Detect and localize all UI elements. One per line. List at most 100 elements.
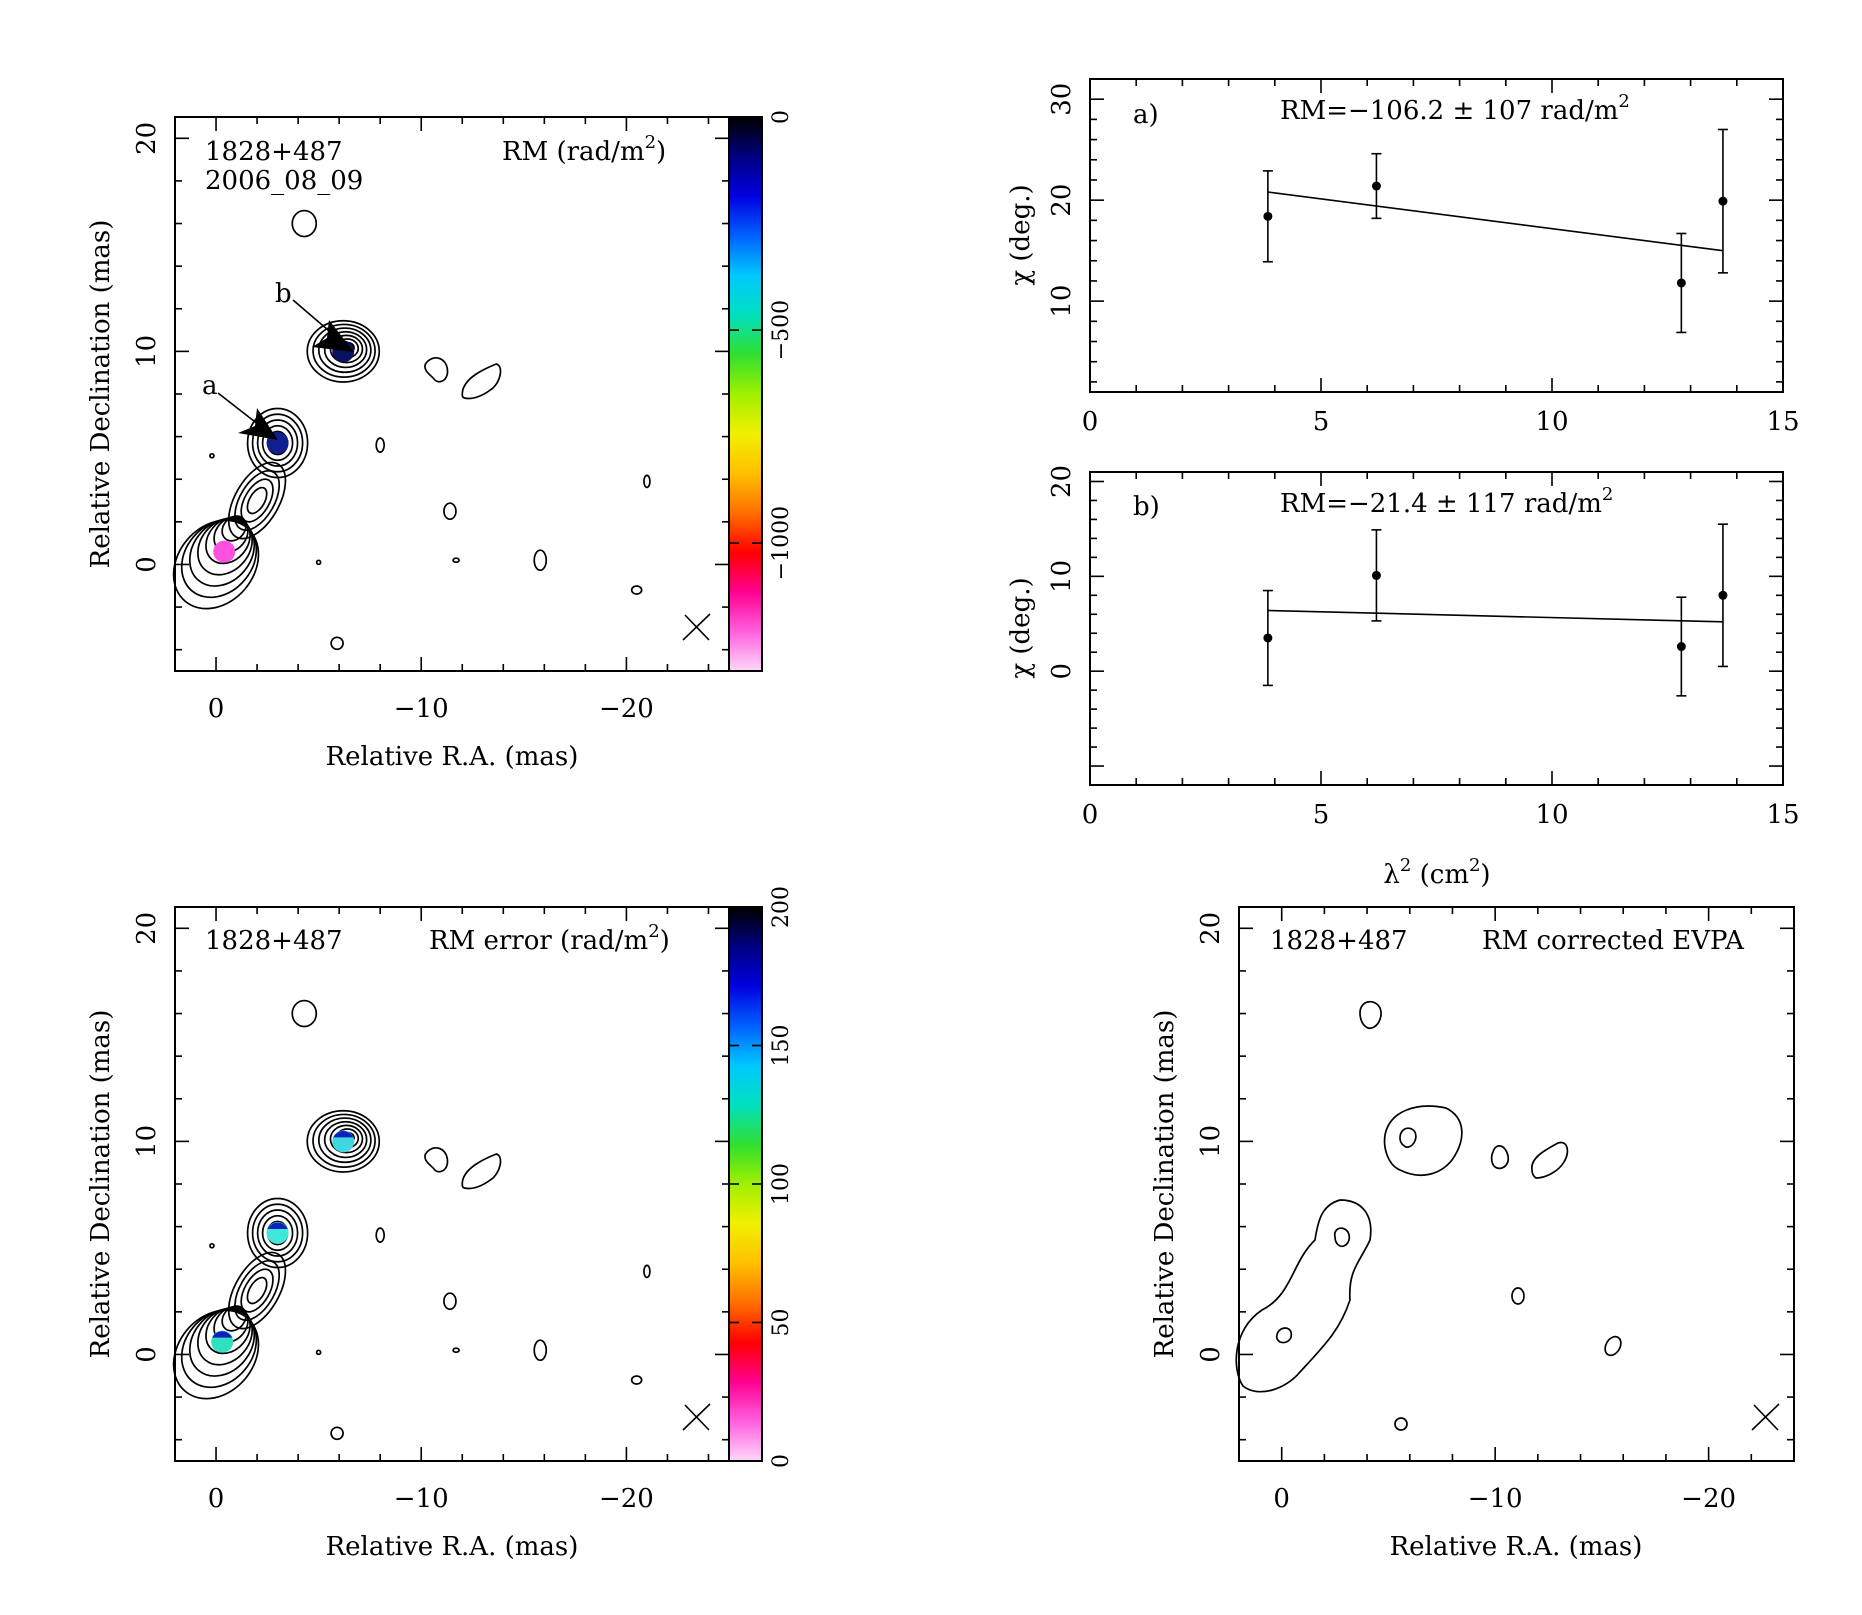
rm-colorbar-ticks: 0 −500 −1000 <box>729 110 794 580</box>
rm-error-map-quantity: RM error (rad/m2) <box>429 921 670 956</box>
component-a-contour <box>251 413 304 473</box>
component-b-contour <box>329 1124 364 1154</box>
colorbar-tick-label: −1000 <box>769 506 794 580</box>
east-contour-2 <box>461 1153 502 1190</box>
evpa-outer-contour-b <box>1383 1105 1463 1177</box>
fit-b-panel-label: b) <box>1133 492 1160 522</box>
small-contour <box>533 1339 548 1362</box>
x-tick-label: −10 <box>1468 1484 1523 1514</box>
colorbar-tick-label: 0 <box>769 110 794 124</box>
colorbar-tick-label: 0 <box>769 1454 794 1468</box>
x-tick-label: −10 <box>394 694 449 724</box>
y-tick-label: 0 <box>132 1346 162 1363</box>
component-a-label: a <box>202 371 218 401</box>
y-tick-label: 10 <box>1047 285 1077 318</box>
y-tick-label: 10 <box>1047 560 1077 593</box>
colorbar-tick-label: 50 <box>769 1309 794 1337</box>
component-b-contour <box>323 330 368 369</box>
component-b-contour <box>318 327 372 374</box>
fit-line <box>1267 191 1724 252</box>
fit-b-xlabel: λ2 (cm2) <box>1383 855 1490 890</box>
small-contour <box>291 209 318 238</box>
x-tick-label: 0 <box>1082 800 1099 830</box>
x-tick-label: −20 <box>1681 1484 1736 1514</box>
evpa-map-ticks: 0 −10 −20 0 10 20 <box>1196 907 1795 1514</box>
rm-error-map-ylabel: Relative Declination (mas) <box>86 1010 116 1359</box>
data-point <box>1718 590 1728 600</box>
rm-map-ticks: 0 −10 −20 0 10 20 <box>132 117 729 724</box>
y-tick-label: 20 <box>1196 912 1226 945</box>
x-tick-label: 0 <box>1273 1484 1290 1514</box>
evpa-inner-contour-a <box>1333 1227 1351 1248</box>
polarized-intensity-contours <box>1235 1000 1622 1431</box>
small-contour <box>330 1426 344 1441</box>
y-tick-label: 0 <box>1047 663 1077 680</box>
fit-a-rm-annotation: RM=−106.2 ± 107 rad/m2 <box>1280 91 1630 126</box>
jet-contour <box>227 461 287 540</box>
small-contour <box>291 999 318 1028</box>
rm-error-blob-edge <box>267 1222 288 1230</box>
x-tick-label: 10 <box>1535 800 1568 830</box>
small-contour <box>533 549 548 572</box>
colorbar-tick-label: −500 <box>769 300 794 360</box>
y-tick-label: 10 <box>1196 1125 1226 1158</box>
component-b-contour <box>306 1109 381 1173</box>
evpa-contour-north <box>1359 1000 1382 1029</box>
x-tick-label: 15 <box>1766 407 1799 437</box>
x-tick-label: −20 <box>599 1484 654 1514</box>
component-a-contour <box>246 407 309 479</box>
jet-contour <box>246 1276 268 1305</box>
y-tick-label: 20 <box>1047 465 1077 498</box>
rm-colorbar-frame <box>728 116 763 672</box>
data-point <box>1371 181 1381 191</box>
component-a-contour <box>256 419 299 467</box>
east-contour-1 <box>424 357 449 383</box>
total-intensity-contours <box>172 999 651 1441</box>
component-b-label: b <box>275 279 292 309</box>
rm-map-panel: 0 −10 −20 0 10 20 1828+487 2006_08_09 RM (rad… <box>86 110 794 772</box>
y-tick-label: 10 <box>132 1125 162 1158</box>
fit-b-frame <box>1089 471 1784 786</box>
y-tick-label: 0 <box>132 556 162 573</box>
evpa-contour-small3 <box>1394 1417 1408 1431</box>
rm-error-blob-edge <box>212 1331 233 1338</box>
y-tick-label: 0 <box>1196 1346 1226 1363</box>
east-contour-1 <box>424 1147 449 1173</box>
fit-b-ticks: 0 5 10 15 0 10 20 <box>1047 465 1800 830</box>
component-a-contour <box>261 1214 294 1252</box>
small-contour <box>630 585 643 595</box>
colorbar-tick-label: 200 <box>769 886 794 928</box>
rm-error-map-frame <box>174 906 730 1462</box>
fit-a-ylabel: χ (deg.) <box>1006 184 1036 285</box>
small-contour <box>315 1349 322 1356</box>
rm-map-xlabel: Relative R.A. (mas) <box>326 742 579 772</box>
small-contour <box>330 636 344 651</box>
component-b-contour <box>318 1117 372 1164</box>
evpa-outer-contour-core <box>1235 1199 1372 1393</box>
evpa-map-source: 1828+487 <box>1270 926 1408 956</box>
small-contour <box>452 1347 460 1354</box>
evpa-map-quantity: RM corrected EVPA <box>1482 926 1745 956</box>
component-b-arrowhead <box>312 320 354 352</box>
data-point <box>1676 642 1686 652</box>
component-b-contour <box>306 319 381 383</box>
rm-error-map-ticks: 0 −10 −20 0 10 20 <box>132 907 729 1514</box>
data-point <box>1718 196 1728 206</box>
small-contour <box>315 559 322 566</box>
component-a-contour <box>246 1197 309 1269</box>
small-contour <box>443 1292 457 1311</box>
small-contour <box>443 502 457 521</box>
evpa-map-ylabel: Relative Declination (mas) <box>1150 1010 1180 1359</box>
rm-map-source: 1828+487 <box>205 137 343 167</box>
component-a-contour <box>251 1203 304 1263</box>
jet-contour <box>234 1260 281 1322</box>
fit-a-panel: 0 5 10 15 10 20 30 a) RM=−106.2 ± 107 rad/m2 χ… <box>1006 78 1800 437</box>
small-contour <box>452 557 460 564</box>
small-contour <box>375 1227 386 1243</box>
y-tick-label: 20 <box>1047 184 1077 217</box>
fit-a-ticks: 0 5 10 15 10 20 30 <box>1047 78 1800 437</box>
small-contour <box>209 1242 215 1249</box>
